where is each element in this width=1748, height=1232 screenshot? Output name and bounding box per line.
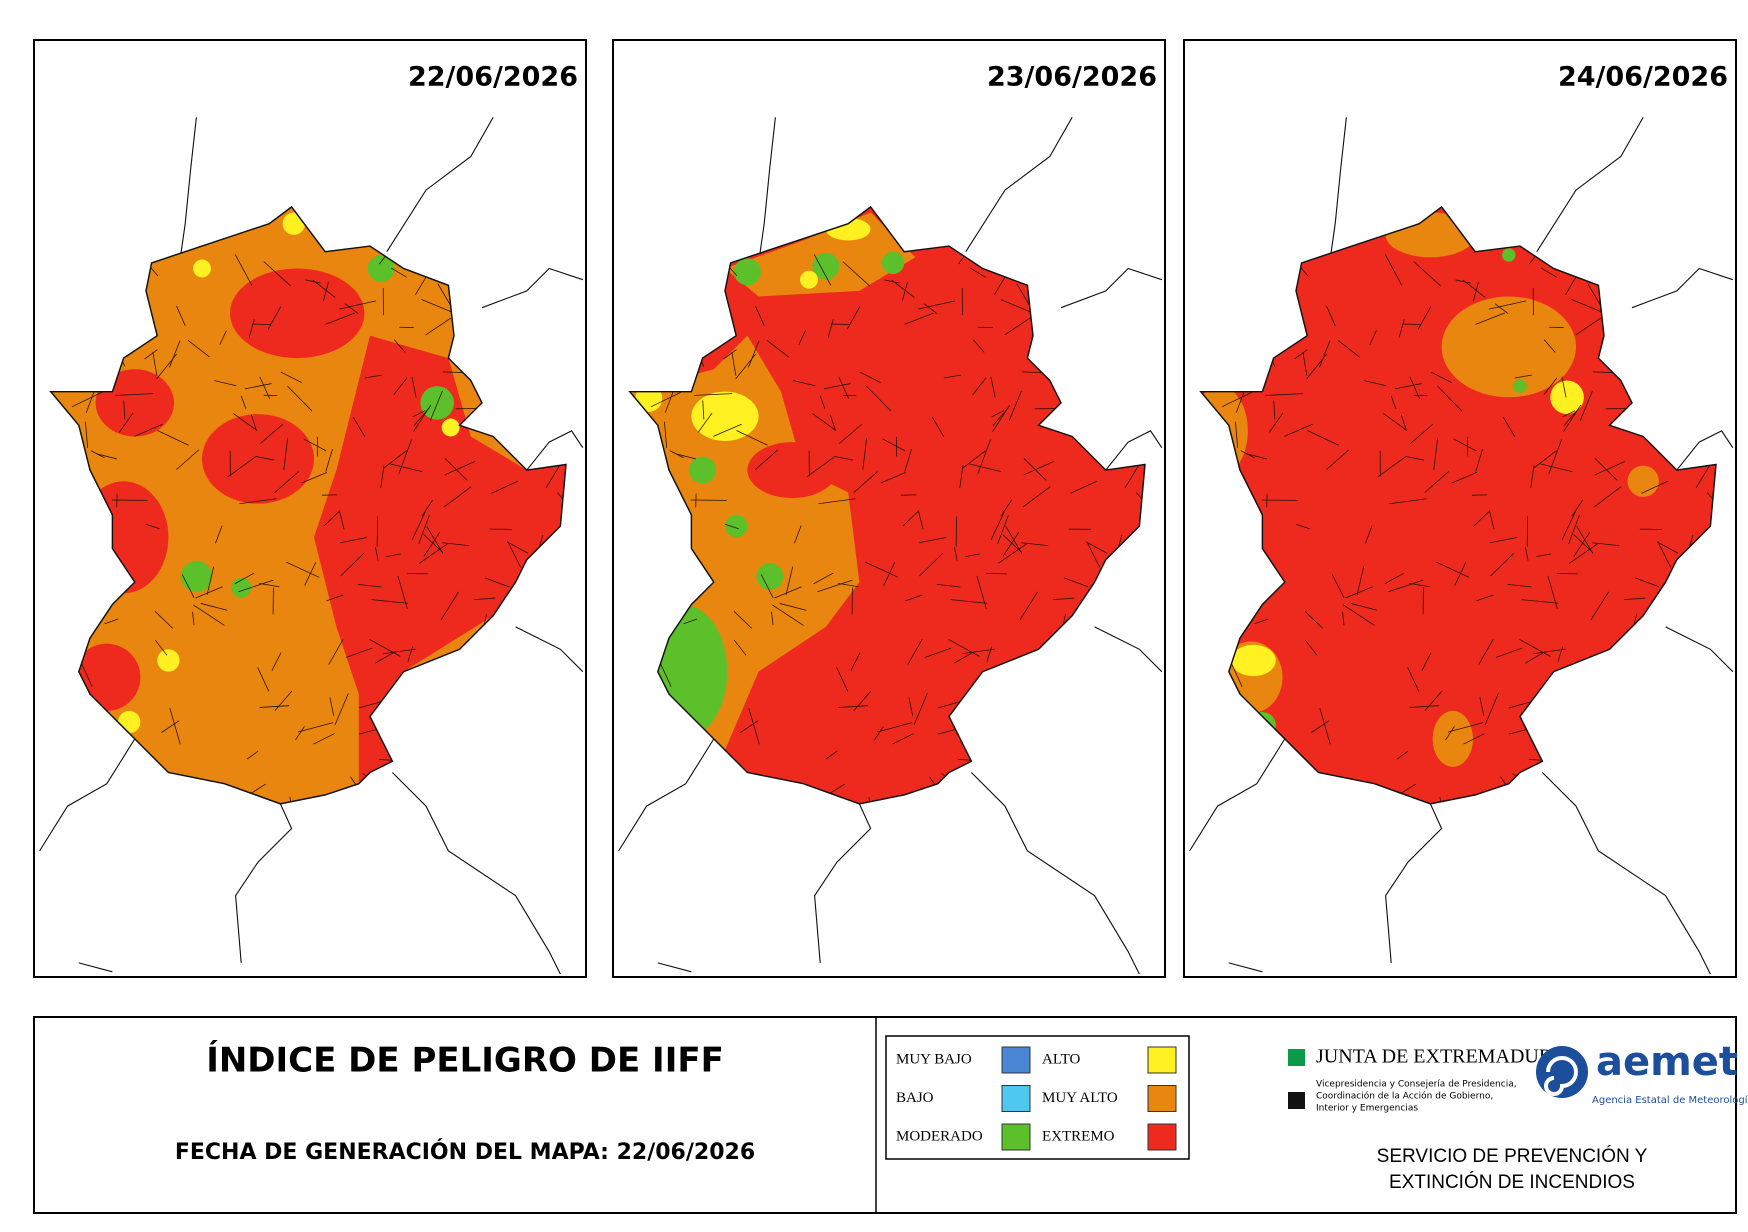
service-name: SERVICIO DE PREVENCIÓN Y [1377,1145,1648,1167]
generation-date: FECHA DE GENERACIÓN DEL MAPA: 22/06/2026 [175,1139,755,1165]
legend-label: MUY BAJO [896,1051,972,1067]
legend-swatch [1148,1124,1176,1150]
region-patch [1231,645,1276,676]
region-patch [756,563,783,590]
junta-sub: Coordinación de la Acción de Gobierno, [1316,1091,1493,1102]
map-date: 24/06/2026 [1558,62,1728,93]
region-patch [157,649,179,671]
region-patch [442,419,460,437]
region-patch [181,561,212,592]
junta-logo-mark [1288,1092,1305,1109]
service-name: EXTINCIÓN DE INCENDIOS [1389,1171,1635,1193]
region-patch [202,414,314,504]
junta-name: JUNTA DE EXTREMADURA [1316,1046,1567,1068]
legend-label: ALTO [1042,1051,1081,1067]
map-panel: 23/06/2026 [606,40,1165,977]
aemet-name: aemet [1596,1039,1738,1085]
region-patch [747,442,837,498]
map-date: 23/06/2026 [987,62,1157,93]
region-patch [734,258,761,285]
legend-label: BAJO [896,1090,934,1106]
legend-swatch [1002,1086,1030,1112]
aemet-logo [1536,1046,1588,1098]
region-patch [800,271,818,289]
map-panel: 22/06/2026 [27,40,586,977]
region-patch [882,252,904,274]
legend-swatch [1002,1124,1030,1150]
region-patch [1513,379,1526,392]
aemet-sub: Agencia Estatal de Meteorología [1592,1094,1748,1106]
region-patch [1442,296,1576,397]
junta-logo [1288,1049,1305,1066]
region-patch [691,392,758,441]
region-patch [1502,248,1515,261]
map-date: 22/06/2026 [408,62,578,93]
title: ÍNDICE DE PELIGRO DE IIFF [206,1040,724,1081]
legend-swatch [1148,1047,1176,1073]
junta-sub: Interior y Emergencias [1316,1104,1418,1114]
legend-label: MUY ALTO [1042,1090,1118,1106]
region-patch [689,457,716,484]
region-patch [193,260,211,278]
region-patch [725,515,747,537]
legend-label: EXTREMO [1042,1128,1115,1144]
legend-label: MODERADO [896,1128,983,1144]
region-patch [1433,711,1473,767]
legend-swatch [1002,1047,1030,1073]
map-panel: 24/06/2026 [1177,40,1736,977]
legend-swatch [1148,1086,1176,1112]
junta-sub: Vicepresidencia y Consejería de Presiden… [1316,1080,1517,1090]
region-patch [1550,380,1584,414]
